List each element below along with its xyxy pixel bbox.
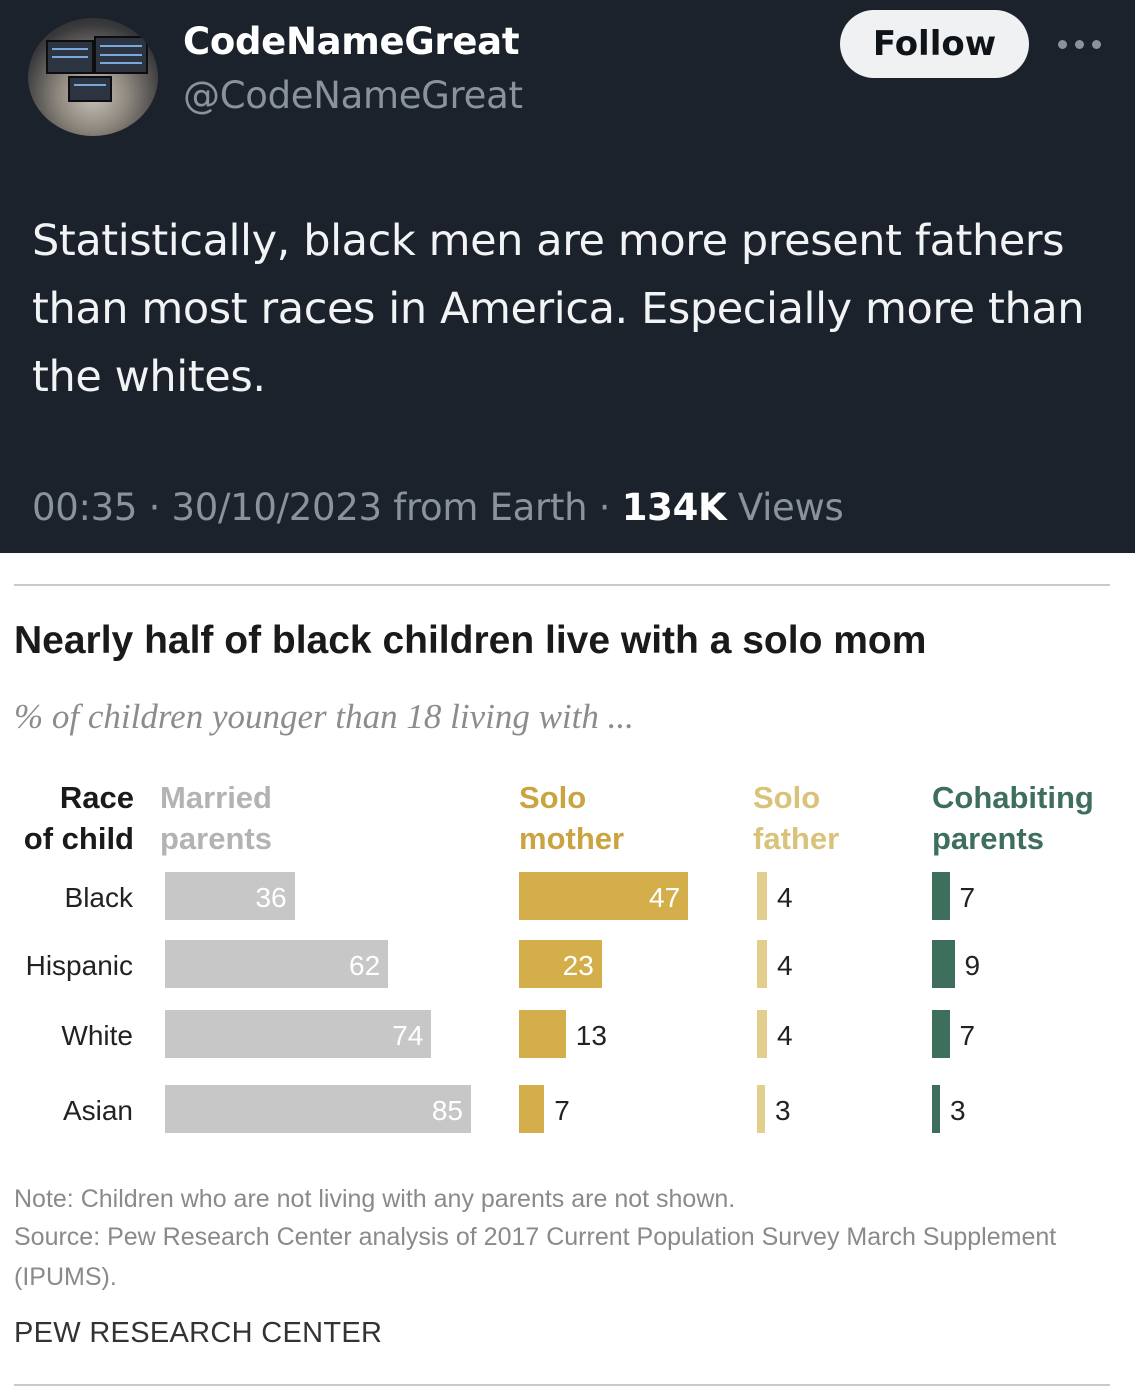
bar-solo-mother-black (519, 872, 689, 920)
value-label-solo-father-white: 4 (777, 1020, 793, 1051)
header-solo-mother: Solo mother (519, 780, 625, 856)
value-label-married-parents-asian: 85 (431, 1095, 463, 1126)
bar-solo-mother-hispanic (519, 940, 602, 988)
chart-source: Source: Pew Research Center analysis of … (14, 1223, 1057, 1291)
bar-married-parents-white (165, 1010, 432, 1058)
chart-subtitle: % of children younger than 18 living wit… (14, 697, 634, 736)
value-label-married-parents-hispanic: 62 (349, 950, 381, 981)
tweet-card: CodeNameGreat @CodeNameGreat Follow Stat… (0, 0, 1135, 553)
views-label: Views (726, 486, 844, 529)
avatar[interactable] (28, 18, 158, 136)
row-label-white: White (61, 1020, 133, 1051)
timestamp-location[interactable]: 00:35 · 30/10/2023 from Earth · (32, 486, 622, 529)
bar-married-parents-hispanic (165, 940, 389, 988)
top-divider (14, 584, 1110, 586)
bar-solo-father-white (757, 1010, 767, 1058)
header-cohabiting-parents: Cohabiting parents (932, 780, 1094, 856)
tweet-text: Statistically, black men are more presen… (32, 216, 1085, 402)
value-label-cohabiting-parents-black: 7 (959, 882, 976, 913)
user-handle[interactable]: @CodeNameGreat (183, 74, 523, 117)
value-label-married-parents-white: 74 (392, 1020, 424, 1051)
bar-married-parents-asian (165, 1085, 471, 1133)
header-married-parents: Married parents (160, 780, 272, 856)
follow-button[interactable]: Follow (840, 10, 1029, 78)
chart-image: Nearly half of black children live with … (0, 553, 1135, 1400)
bottom-divider (14, 1384, 1110, 1386)
row-header: Race of child (23, 780, 134, 856)
views-count: 134K (621, 486, 727, 529)
value-label-solo-mother-asian: 7 (554, 1095, 570, 1126)
more-horizontal-icon[interactable] (1058, 38, 1102, 52)
bar-married-parents-black (165, 872, 295, 920)
header-solo-father: Solo father (753, 780, 840, 856)
value-label-cohabiting-parents-white: 7 (959, 1020, 976, 1051)
bar-solo-mother-white (519, 1010, 566, 1058)
row-label-asian: Asian (62, 1095, 133, 1126)
row-label-black: Black (64, 882, 133, 913)
bar-solo-father-black (757, 872, 767, 920)
value-label-cohabiting-parents-hispanic: 9 (964, 950, 981, 981)
bar-solo-mother-asian (519, 1085, 545, 1133)
value-label-solo-mother-hispanic: 23 (562, 950, 594, 981)
tweet-meta: 00:35 · 30/10/2023 from Earth · 134K Vie… (32, 486, 844, 529)
bar-cohabiting-parents-white (932, 1010, 950, 1058)
value-label-cohabiting-parents-asian: 3 (950, 1095, 966, 1126)
bar-cohabiting-parents-hispanic (932, 940, 955, 988)
bar-cohabiting-parents-asian (932, 1085, 940, 1133)
value-label-solo-father-hispanic: 4 (777, 950, 793, 981)
display-name[interactable]: CodeNameGreat (183, 20, 520, 63)
bar-cohabiting-parents-black (932, 872, 950, 920)
value-label-solo-mother-white: 13 (575, 1020, 607, 1051)
value-label-solo-mother-black: 47 (649, 882, 681, 913)
pew-research-center-logo: PEW RESEARCH CENTER (14, 1317, 383, 1349)
chart-title: Nearly half of black children live with … (14, 619, 927, 662)
row-label-hispanic: Hispanic (25, 950, 133, 981)
value-label-solo-father-asian: 3 (775, 1095, 791, 1126)
value-label-married-parents-black: 36 (255, 882, 287, 913)
bar-solo-father-asian (757, 1085, 765, 1133)
bar-solo-father-hispanic (757, 940, 767, 988)
chart-note: Note: Children who are not living with a… (14, 1185, 736, 1213)
value-label-solo-father-black: 4 (777, 882, 793, 913)
